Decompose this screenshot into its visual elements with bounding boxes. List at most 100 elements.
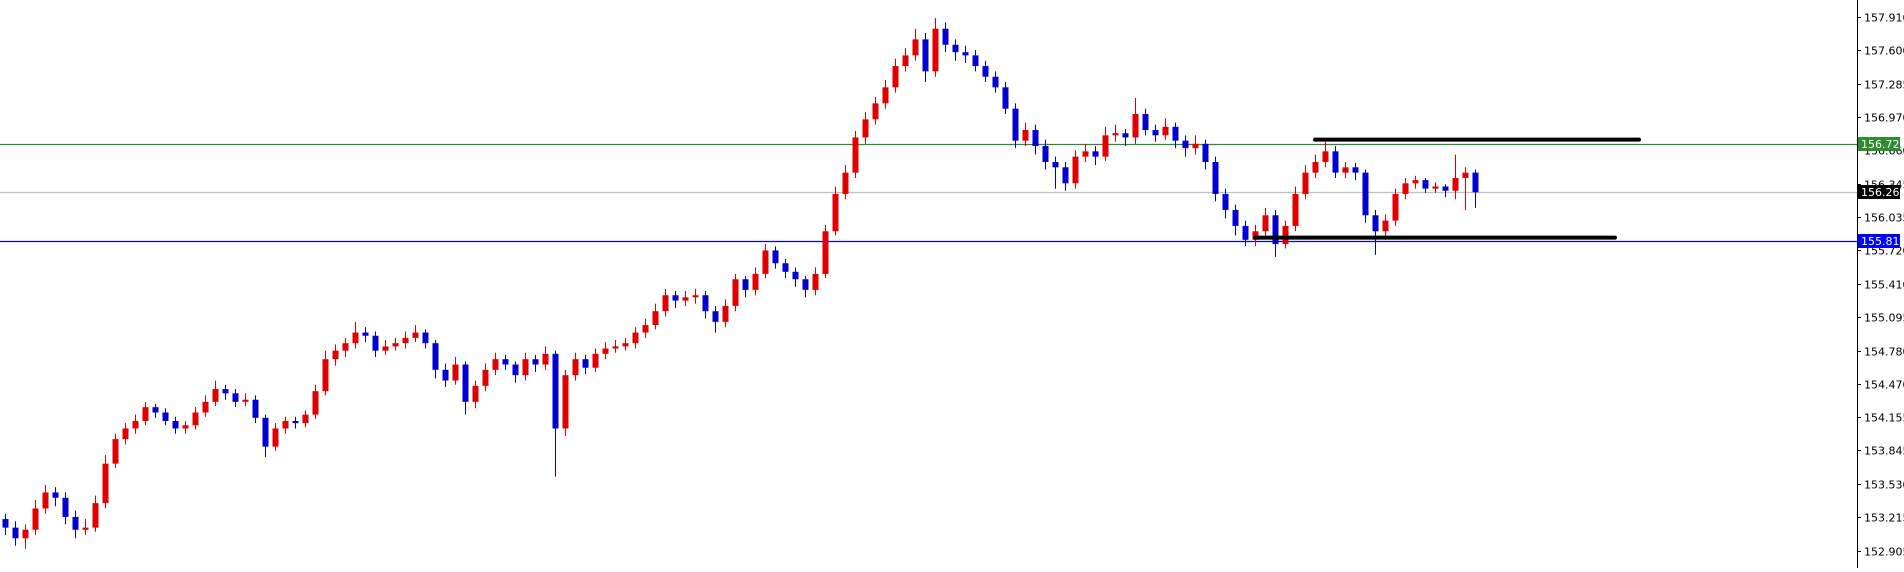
candle-body bbox=[432, 343, 439, 370]
level-label-box bbox=[1858, 137, 1900, 151]
candle-body bbox=[612, 346, 619, 349]
candle-body bbox=[82, 527, 89, 530]
candle-body bbox=[1072, 156, 1079, 184]
candle bbox=[742, 276, 749, 298]
candle-body bbox=[1122, 133, 1129, 138]
candle-body bbox=[772, 250, 779, 264]
candle bbox=[652, 303, 659, 330]
candle bbox=[542, 346, 549, 370]
candle-body bbox=[252, 399, 259, 418]
candle bbox=[202, 395, 209, 417]
candle bbox=[472, 380, 479, 409]
candle-body bbox=[52, 492, 59, 498]
candle bbox=[1472, 169, 1479, 208]
candle-body bbox=[722, 305, 729, 322]
candle-body bbox=[802, 279, 809, 290]
candle-body bbox=[832, 193, 839, 232]
candle bbox=[852, 131, 859, 178]
candle-body bbox=[492, 359, 499, 370]
candle-body bbox=[352, 332, 359, 344]
candle bbox=[1272, 209, 1279, 257]
candle-body bbox=[1462, 172, 1469, 178]
candle-body bbox=[732, 279, 739, 306]
candle-body bbox=[242, 399, 249, 402]
candle bbox=[1082, 143, 1089, 162]
candle-body bbox=[162, 412, 169, 422]
candle-body bbox=[972, 55, 979, 67]
candle-body bbox=[2, 519, 9, 528]
candle bbox=[1172, 122, 1179, 149]
candle bbox=[162, 408, 169, 426]
candle-body bbox=[42, 492, 49, 509]
candle bbox=[402, 331, 409, 349]
candle bbox=[822, 224, 829, 279]
candle-body bbox=[912, 39, 919, 56]
candle bbox=[142, 401, 149, 426]
candle-body bbox=[222, 389, 229, 394]
candle-body bbox=[122, 428, 129, 440]
candle bbox=[1432, 182, 1439, 193]
y-tick-label: 154.780 bbox=[1864, 346, 1904, 359]
candle bbox=[992, 71, 999, 93]
candle-body bbox=[192, 412, 199, 426]
candle-body bbox=[1032, 129, 1039, 146]
y-tick-label: 155.410 bbox=[1864, 279, 1904, 292]
level-label-box bbox=[1858, 234, 1900, 248]
candle bbox=[562, 369, 569, 436]
candle bbox=[912, 28, 919, 61]
candle bbox=[622, 337, 629, 351]
price-axis-level-labels: 156.720 155.810 156.266 bbox=[1858, 137, 1904, 248]
y-tick-label: 157.600 bbox=[1864, 45, 1904, 58]
candle-body bbox=[652, 311, 659, 326]
candle bbox=[762, 244, 769, 279]
candle-body bbox=[1442, 186, 1449, 191]
candle bbox=[862, 111, 869, 144]
candle bbox=[1032, 124, 1039, 155]
candle-body bbox=[292, 421, 299, 424]
candle bbox=[952, 39, 959, 61]
candle-body bbox=[442, 369, 449, 381]
candle bbox=[842, 165, 849, 200]
candle-body bbox=[1232, 209, 1239, 226]
candle bbox=[212, 380, 219, 407]
candle-body bbox=[112, 439, 119, 464]
candle-body bbox=[152, 407, 159, 413]
candle bbox=[1292, 186, 1299, 232]
candle-body bbox=[792, 271, 799, 280]
candle-body bbox=[12, 527, 19, 539]
candle-body bbox=[1052, 161, 1059, 168]
candle-body bbox=[1182, 140, 1189, 149]
candle-body bbox=[582, 359, 589, 368]
candle-body bbox=[1272, 215, 1279, 245]
candle-body bbox=[782, 263, 789, 272]
candle bbox=[432, 339, 439, 379]
candle-body bbox=[402, 337, 409, 344]
candle bbox=[572, 352, 579, 381]
candle bbox=[692, 288, 699, 304]
candle-body bbox=[1112, 133, 1119, 136]
candle bbox=[172, 416, 179, 434]
candle bbox=[82, 519, 89, 536]
candle-body bbox=[1332, 151, 1339, 173]
candle bbox=[482, 363, 489, 392]
candle bbox=[532, 354, 539, 372]
candle bbox=[1162, 118, 1169, 140]
candle bbox=[1462, 167, 1469, 210]
candle-body bbox=[1362, 172, 1369, 216]
candle-body bbox=[1042, 145, 1049, 162]
candle bbox=[1192, 135, 1199, 155]
candle bbox=[662, 288, 669, 317]
candle-body bbox=[902, 55, 909, 67]
candle bbox=[1152, 124, 1159, 142]
candle-body bbox=[1222, 193, 1229, 210]
y-tick-label: 155.095 bbox=[1864, 312, 1904, 325]
candle-body bbox=[312, 391, 319, 415]
candle bbox=[642, 318, 649, 338]
candle bbox=[352, 321, 359, 349]
candle-body bbox=[922, 39, 929, 72]
candle bbox=[52, 487, 59, 507]
candle bbox=[1302, 165, 1309, 200]
candle bbox=[732, 273, 739, 312]
candle bbox=[1312, 154, 1319, 178]
